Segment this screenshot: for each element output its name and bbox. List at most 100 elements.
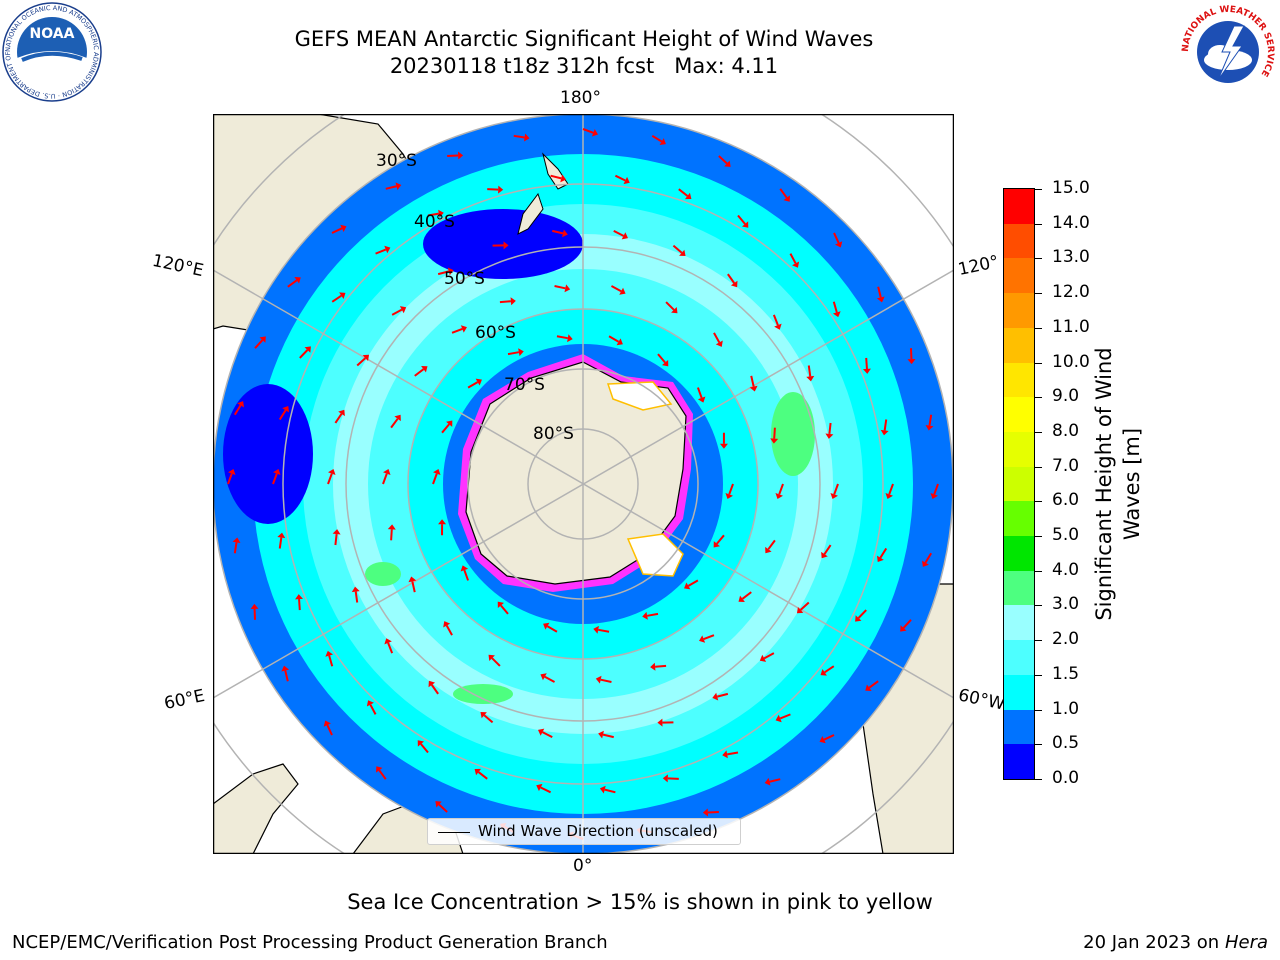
wave-arrow-head xyxy=(792,261,800,268)
wave-arrow-shaft xyxy=(354,591,359,603)
wave-arrow-head xyxy=(447,267,454,276)
wave-arrow-head xyxy=(835,241,843,248)
wave-direction-arrows xyxy=(227,128,939,840)
wave-arrow-shaft xyxy=(773,427,776,439)
wave-arrow-head xyxy=(922,560,929,567)
wave-arrow-shaft xyxy=(327,473,333,485)
wave-arrow-shaft xyxy=(703,634,715,641)
lat-label-30s: 30°S xyxy=(376,151,417,171)
wave-arrow-head xyxy=(907,358,916,365)
wave-arrow-head xyxy=(438,519,447,525)
wave-arrow-shaft xyxy=(542,731,553,739)
wave-arrow-shaft xyxy=(507,351,520,356)
wave-arrow-head xyxy=(332,529,341,535)
colorbar-segment xyxy=(1004,292,1034,328)
wave-arrow-head xyxy=(774,323,782,330)
wave-arrow-head xyxy=(399,306,407,314)
wave-arrow-head xyxy=(294,277,301,284)
wave-arrow-shaft xyxy=(451,327,463,334)
wave-arrow-head xyxy=(295,594,304,600)
wave-arrow-head xyxy=(806,375,815,382)
wave-arrow-head xyxy=(759,654,767,662)
lat-label-60s: 60°S xyxy=(475,323,516,343)
wave-arrow-head xyxy=(259,336,266,343)
wave-arrow-shaft xyxy=(824,665,835,674)
wave-arrow-head xyxy=(598,730,604,739)
wave-arrow-shaft xyxy=(737,214,746,225)
wave-arrow-head xyxy=(228,468,236,476)
wave-arrow-shaft xyxy=(924,552,933,564)
wave-arrow-shaft xyxy=(833,483,839,495)
noaa-logo: NOAA NATIONAL OCEANIC AND ATMOSPHERIC AD… xyxy=(2,2,102,102)
colorbar-tick-label: 13.0 xyxy=(1052,247,1090,268)
wave-arrow-head xyxy=(394,414,401,422)
lon-label-120w: 120° xyxy=(956,251,1001,281)
wave-arrow-head xyxy=(722,750,728,759)
wave-arrow-shaft xyxy=(278,537,283,549)
lon-label-60w: 60°W xyxy=(956,685,1007,715)
wave-arrow-head xyxy=(273,468,281,476)
lon-label-180: 180° xyxy=(560,88,601,108)
lat-label-40s: 40°S xyxy=(414,212,455,232)
colorbar-tick-label: 15.0 xyxy=(1052,178,1090,198)
colorbar-tick-label: 14.0 xyxy=(1052,212,1090,233)
colorbar-tick-mark xyxy=(1035,189,1042,190)
lon-label-120e: 120°E xyxy=(150,250,206,282)
wave-arrow-shaft xyxy=(278,409,287,421)
wave-arrow-head xyxy=(650,662,656,671)
wave-arrow-head xyxy=(876,555,884,563)
wave-arrow-head xyxy=(930,492,938,500)
wave-arrow-shaft xyxy=(414,368,425,377)
wave-arrow-head xyxy=(338,409,345,417)
wave-arrow-shaft xyxy=(608,335,620,343)
wave-arrow-shaft xyxy=(334,533,338,546)
wave-arrow-shaft xyxy=(741,591,752,600)
lat-label-80s: 80°S xyxy=(533,424,574,444)
wave-arrow-head xyxy=(832,311,841,318)
wave-arrow-head xyxy=(713,541,720,548)
wave-arrow-head xyxy=(725,492,733,500)
wave-arrow-head xyxy=(282,405,290,413)
wave-arrow-shaft xyxy=(728,483,734,495)
colorbar-segment xyxy=(1004,535,1034,571)
colorbar-tick-label: 11.0 xyxy=(1052,316,1090,337)
wave-arrow-head xyxy=(699,635,706,643)
wave-arrow-shaft xyxy=(411,581,416,593)
wave-arrow-head xyxy=(446,420,453,427)
wave-arrow-shaft xyxy=(375,248,387,255)
wave-arrow-shaft xyxy=(438,803,448,813)
colorbar-segment xyxy=(1004,466,1034,502)
wave-arrow-head xyxy=(460,565,469,572)
wave-arrow-shaft xyxy=(391,308,403,316)
colorbar-tick-label: 6.0 xyxy=(1052,490,1080,511)
colorbar-segment xyxy=(1004,188,1034,224)
wave-arrow-head xyxy=(518,348,524,357)
map-legend: Wind Wave Direction (unscaled) xyxy=(427,818,741,845)
wave-arrow-head xyxy=(715,340,723,347)
wave-arrow-head xyxy=(328,468,336,476)
sea-ice-note: Sea Ice Concentration > 15% is shown in … xyxy=(347,890,933,914)
wave-arrow-head xyxy=(712,692,719,701)
wave-arrow-head xyxy=(775,714,782,723)
wave-arrow-shaft xyxy=(334,413,343,424)
colorbar-tick-mark xyxy=(1035,674,1042,676)
wave-arrow-head xyxy=(498,185,504,194)
wave-arrow-shaft xyxy=(554,285,566,290)
legend-line-sample xyxy=(438,832,470,833)
wave-arrow-head xyxy=(510,297,516,306)
wave-arrow-head xyxy=(775,492,783,500)
colorbar-tick-label: 0.0 xyxy=(1052,768,1080,788)
wave-arrow-head xyxy=(679,249,686,257)
wave-arrow-head xyxy=(475,378,482,386)
wave-arrow-shaft xyxy=(807,365,812,377)
wave-arrow-head xyxy=(821,551,828,559)
wave-arrow-shaft xyxy=(687,579,699,587)
colorbar-tick-label: 4.0 xyxy=(1052,559,1080,580)
wave-arrow-shaft xyxy=(299,349,309,359)
wave-arrow-shaft xyxy=(672,244,683,254)
wave-arrow-shaft xyxy=(387,642,394,654)
wave-arrow-shaft xyxy=(778,483,784,495)
wave-arrow-shaft xyxy=(767,539,776,550)
wave-arrow-head xyxy=(661,359,669,367)
wave-arrow-shaft xyxy=(298,599,301,611)
